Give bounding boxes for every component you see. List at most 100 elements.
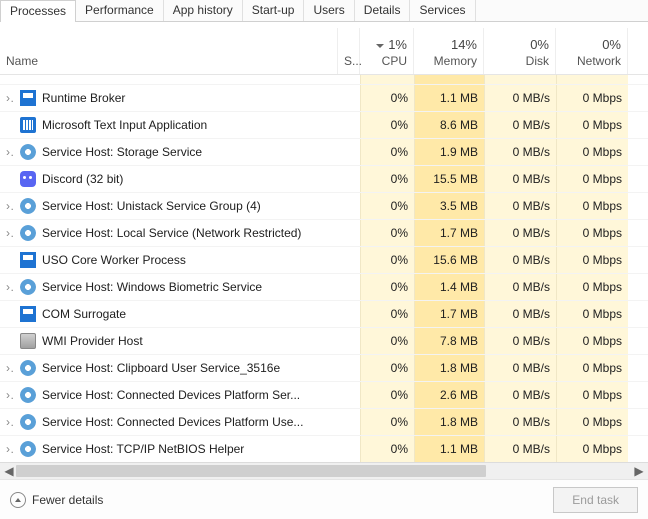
- process-disk: 0 MB/s: [484, 436, 556, 462]
- scroll-thumb[interactable]: [16, 465, 486, 477]
- process-disk: 0 MB/s: [484, 193, 556, 219]
- process-row[interactable]: Microsoft Text Input Application0%8.6 MB…: [0, 112, 648, 139]
- expand-toggle-icon[interactable]: ›: [0, 415, 14, 429]
- scroll-track[interactable]: [16, 464, 632, 478]
- scroll-left-arrow-icon[interactable]: ◀: [2, 464, 16, 478]
- process-cpu: [360, 75, 414, 84]
- process-icon: [14, 90, 36, 106]
- gear-icon: [20, 144, 36, 160]
- scroll-right-arrow-icon[interactable]: ▶: [632, 464, 646, 478]
- process-row[interactable]: [0, 75, 648, 85]
- process-row[interactable]: ›Service Host: TCP/IP NetBIOS Helper0%1.…: [0, 436, 648, 462]
- tab-services[interactable]: Services: [410, 0, 475, 21]
- process-row[interactable]: ›Service Host: Connected Devices Platfor…: [0, 382, 648, 409]
- process-network: 0 Mbps: [556, 328, 628, 354]
- tab-start-up[interactable]: Start-up: [243, 0, 305, 21]
- process-network: 0 Mbps: [556, 139, 628, 165]
- network-usage-total: 0%: [562, 37, 621, 54]
- expand-toggle-icon[interactable]: ›: [0, 280, 14, 294]
- process-cpu: 0%: [360, 301, 414, 327]
- process-name: USO Core Worker Process: [36, 253, 338, 267]
- expand-toggle-icon[interactable]: ›: [0, 442, 14, 456]
- process-name: Service Host: Local Service (Network Res…: [36, 226, 338, 240]
- tab-details[interactable]: Details: [355, 0, 411, 21]
- tab-performance[interactable]: Performance: [76, 0, 164, 21]
- process-icon: [14, 306, 36, 322]
- process-network: [556, 75, 628, 84]
- process-network: 0 Mbps: [556, 112, 628, 138]
- gear-icon: [20, 360, 36, 376]
- process-icon: [14, 279, 36, 295]
- column-cpu[interactable]: 1% CPU: [360, 28, 414, 74]
- process-memory: 7.8 MB: [414, 328, 484, 354]
- process-icon: [14, 117, 36, 133]
- column-memory-label: Memory: [420, 54, 477, 68]
- process-cpu: 0%: [360, 355, 414, 381]
- process-row[interactable]: USO Core Worker Process0%15.6 MB0 MB/s0 …: [0, 247, 648, 274]
- process-disk: 0 MB/s: [484, 409, 556, 435]
- expand-toggle-icon[interactable]: ›: [0, 199, 14, 213]
- process-row[interactable]: ›Service Host: Storage Service0%1.9 MB0 …: [0, 139, 648, 166]
- process-name: WMI Provider Host: [36, 334, 338, 348]
- process-name: Service Host: TCP/IP NetBIOS Helper: [36, 442, 338, 456]
- process-icon: [14, 198, 36, 214]
- column-network[interactable]: 0% Network: [556, 28, 628, 74]
- process-cpu: 0%: [360, 112, 414, 138]
- process-row[interactable]: › Service Host: Local Service (Network Re…: [0, 220, 648, 247]
- process-icon: [14, 360, 36, 376]
- process-memory: 1.1 MB: [414, 85, 484, 111]
- expand-toggle-icon[interactable]: ›: [0, 388, 14, 402]
- tab-processes[interactable]: Processes: [0, 0, 76, 22]
- expand-toggle-icon[interactable]: ›: [0, 361, 14, 375]
- process-icon: [14, 225, 36, 241]
- process-memory: 1.7 MB: [414, 220, 484, 246]
- fewer-details-button[interactable]: Fewer details: [10, 492, 103, 508]
- expand-toggle-icon[interactable]: ›: [0, 145, 14, 159]
- tab-strip: ProcessesPerformanceApp historyStart-upU…: [0, 0, 648, 22]
- tab-app-history[interactable]: App history: [164, 0, 243, 21]
- process-disk: 0 MB/s: [484, 166, 556, 192]
- discord-icon: [20, 171, 36, 187]
- process-disk: 0 MB/s: [484, 382, 556, 408]
- column-name-label: Name: [6, 54, 331, 68]
- column-status[interactable]: S...: [338, 28, 360, 74]
- process-row[interactable]: › Service Host: Windows Biometric Service…: [0, 274, 648, 301]
- process-disk: 0 MB/s: [484, 85, 556, 111]
- process-memory: 1.7 MB: [414, 301, 484, 327]
- column-disk-label: Disk: [490, 54, 549, 68]
- process-memory: 3.5 MB: [414, 193, 484, 219]
- process-icon: [14, 144, 36, 160]
- process-row[interactable]: COM Surrogate0%1.7 MB0 MB/s0 Mbps: [0, 301, 648, 328]
- process-row[interactable]: WMI Provider Host0%7.8 MB0 MB/s0 Mbps: [0, 328, 648, 355]
- column-name[interactable]: Name: [0, 28, 338, 74]
- process-disk: 0 MB/s: [484, 328, 556, 354]
- gear-icon: [20, 387, 36, 403]
- process-icon: [14, 333, 36, 349]
- process-row[interactable]: ›Runtime Broker0%1.1 MB0 MB/s0 Mbps: [0, 85, 648, 112]
- process-memory: 15.6 MB: [414, 247, 484, 273]
- expand-toggle-icon[interactable]: ›: [0, 226, 14, 240]
- process-disk: 0 MB/s: [484, 274, 556, 300]
- window-icon: [20, 252, 36, 268]
- process-name: Service Host: Connected Devices Platform…: [36, 415, 338, 429]
- window-icon: [20, 90, 36, 106]
- process-cpu: 0%: [360, 382, 414, 408]
- process-memory: 1.9 MB: [414, 139, 484, 165]
- tab-users[interactable]: Users: [304, 0, 354, 21]
- process-row[interactable]: Discord (32 bit)0%15.5 MB0 MB/s0 Mbps: [0, 166, 648, 193]
- process-icon: [14, 441, 36, 457]
- expand-toggle-icon[interactable]: ›: [0, 91, 14, 105]
- process-cpu: 0%: [360, 436, 414, 462]
- process-memory: 1.4 MB: [414, 274, 484, 300]
- process-row[interactable]: › Service Host: Connected Devices Platfor…: [0, 409, 648, 436]
- column-memory[interactable]: 14% Memory: [414, 28, 484, 74]
- horizontal-scrollbar[interactable]: ◀ ▶: [0, 462, 648, 479]
- process-name: COM Surrogate: [36, 307, 338, 321]
- end-task-button[interactable]: End task: [553, 487, 638, 513]
- process-disk: [484, 75, 556, 84]
- process-row[interactable]: ›Service Host: Clipboard User Service_35…: [0, 355, 648, 382]
- gear-icon: [20, 225, 36, 241]
- process-row[interactable]: ›Service Host: Unistack Service Group (4…: [0, 193, 648, 220]
- process-name: Service Host: Windows Biometric Service: [36, 280, 338, 294]
- column-disk[interactable]: 0% Disk: [484, 28, 556, 74]
